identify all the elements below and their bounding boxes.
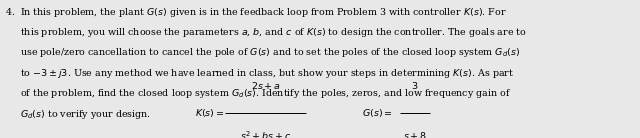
Text: to $-3\pm j3$. Use any method we have learned in class, but show your steps in d: to $-3\pm j3$. Use any method we have le… <box>5 67 514 80</box>
Text: 4.  In this problem, the plant $G(s)$ given is in the feedback loop from Problem: 4. In this problem, the plant $G(s)$ giv… <box>5 6 507 18</box>
Text: $G(s) =$: $G(s) =$ <box>362 107 392 119</box>
Text: $2s + a$: $2s + a$ <box>251 80 280 91</box>
Text: $G_d(s)$ to verify your design.: $G_d(s)$ to verify your design. <box>5 108 151 121</box>
Text: $K(s) =$: $K(s) =$ <box>195 107 225 119</box>
Text: $s^2 + bs + c$: $s^2 + bs + c$ <box>240 129 291 138</box>
Text: use pole/zero cancellation to cancel the pole of $G(s)$ and to set the poles of : use pole/zero cancellation to cancel the… <box>5 46 520 59</box>
Text: of the problem, find the closed loop system $G_d(s)$. Identify the poles, zeros,: of the problem, find the closed loop sys… <box>5 87 511 100</box>
Text: $s + 8$: $s + 8$ <box>403 130 427 138</box>
Text: $3$: $3$ <box>411 80 419 91</box>
Text: this problem, you will choose the parameters $a$, $b$, and $c$ of $K(s)$ to desi: this problem, you will choose the parame… <box>5 26 527 39</box>
